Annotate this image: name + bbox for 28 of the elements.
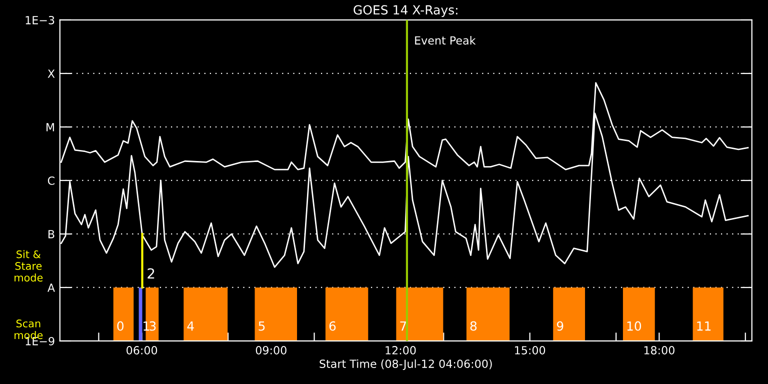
- band-label: 6: [329, 321, 336, 331]
- text: Sit & Stare mode: [14, 250, 43, 282]
- band-label: 9: [556, 321, 564, 331]
- band-label: 8: [470, 321, 477, 331]
- x-tick-label: 06:00: [126, 346, 158, 354]
- band-label: 10: [627, 321, 642, 331]
- band-label: 3: [150, 321, 156, 331]
- y-tick-label: 1E−9: [26, 336, 54, 346]
- band-label: 4: [187, 321, 194, 331]
- y-tick-label: C: [48, 176, 54, 185]
- x-tick-label: 15:00: [515, 346, 546, 354]
- band-label: 0: [117, 321, 124, 331]
- x-tick-label: 18:00: [644, 346, 674, 354]
- ref-line-label: Event Peak: [415, 36, 476, 45]
- band-label: 5: [258, 321, 265, 331]
- annotation: 2: [148, 268, 154, 279]
- y-tick-label: A: [48, 284, 55, 292]
- y-tick-label: X: [48, 70, 55, 78]
- band-label: 7: [400, 321, 406, 331]
- y-tick-label: M: [46, 123, 54, 132]
- text: Scan mode: [14, 320, 43, 340]
- y-tick-label: B: [48, 230, 54, 238]
- x-tick-label: 12:00: [386, 346, 416, 354]
- chart-title: GOES 14 X-Rays:: [354, 5, 458, 18]
- y-tick-label: 1E−3: [26, 16, 54, 24]
- x-tick-label: 09:00: [256, 346, 286, 354]
- x-axis-title: Start Time (08-Jul-12 04:06:00): [320, 359, 492, 370]
- band-label: 11: [697, 321, 711, 331]
